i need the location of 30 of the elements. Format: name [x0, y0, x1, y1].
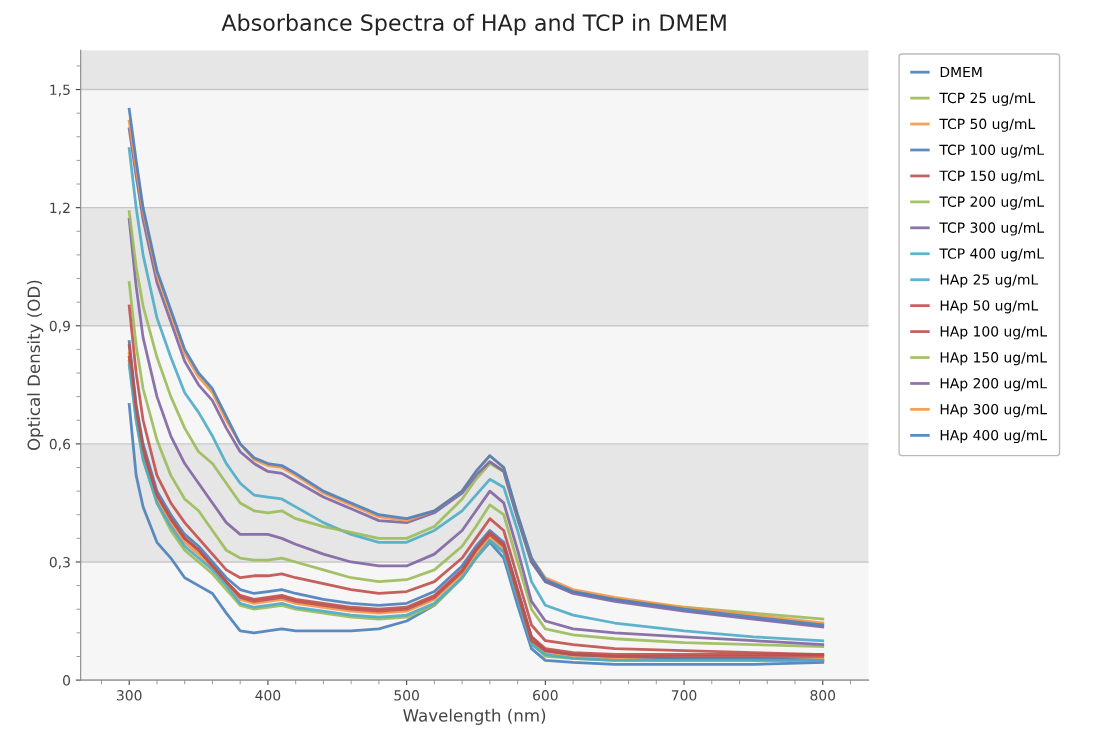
legend-label: TCP 300 ug/mL [939, 222, 1044, 236]
legend-label: HAp 150 ug/mL [940, 352, 1047, 366]
x-tick-label: 500 [394, 690, 419, 701]
legend-label: HAp 400 ug/mL [940, 429, 1047, 444]
x-tick-label: 600 [533, 690, 558, 701]
legend-label: TCP 100 ug/mL [939, 144, 1044, 158]
x-tick-label: 400 [255, 690, 281, 701]
x-tick-label: 700 [671, 690, 697, 701]
y-tick-label: 0,6 [49, 438, 71, 451]
x-tick-label: 300 [117, 690, 142, 701]
legend-label: TCP 150 ug/mL [939, 170, 1044, 184]
legend-label: HAp 300 ug/mL [940, 403, 1047, 418]
y-tick-label: 0,9 [49, 320, 70, 333]
legend-label: TCP 50 ug/mL [939, 118, 1036, 132]
legend-label: HAp 25 ug/mL [940, 274, 1039, 288]
legend-label: DMEM [940, 66, 982, 78]
legend-label: TCP 400 ug/mL [939, 248, 1044, 262]
legend-label: TCP 200 ug/mL [939, 196, 1044, 210]
legend-label: HAp 50 ug/mL [940, 300, 1039, 314]
y-tick-label: 0,3 [49, 556, 70, 569]
x-tick-label: 800 [810, 690, 836, 701]
legend-label: HAp 200 ug/mL [940, 378, 1047, 392]
legend-label: TCP 25 ug/mL [939, 92, 1036, 106]
chart-title: Absorbance Spectra of HAp and TCP in DMEM [221, 13, 726, 36]
y-axis-title: Optical Density (OD) [27, 280, 44, 451]
y-tick-label: 1,5 [50, 84, 70, 97]
y-tick-label: 1,2 [50, 202, 70, 215]
x-axis-title: Wavelength (nm) [403, 708, 546, 725]
legend-label: HAp 100 ug/mL [940, 326, 1047, 340]
y-tick-label: 0 [63, 675, 71, 686]
